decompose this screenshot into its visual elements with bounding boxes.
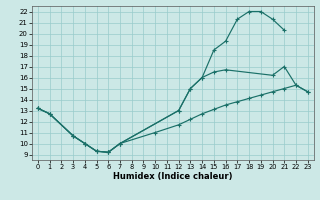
X-axis label: Humidex (Indice chaleur): Humidex (Indice chaleur) bbox=[113, 172, 233, 181]
